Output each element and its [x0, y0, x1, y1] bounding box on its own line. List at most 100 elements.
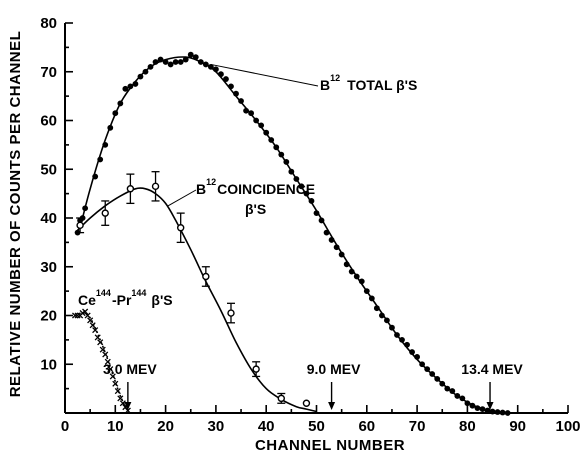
y-tick-label-50: 50: [40, 161, 57, 178]
ce-pr-point-stroke: [92, 327, 99, 334]
y-tick-label-60: 60: [40, 113, 57, 130]
y-tick-label-20: 20: [40, 308, 57, 325]
total-point: [263, 129, 270, 136]
ce-pr-point-stroke: [119, 400, 126, 407]
total-point: [137, 73, 144, 80]
total-point: [373, 305, 380, 312]
points-group: [72, 51, 511, 416]
total-point: [308, 198, 315, 204]
total-point: [162, 59, 169, 65]
axes-group: [64, 23, 568, 414]
total-point: [218, 71, 224, 78]
total-point: [454, 393, 461, 399]
total-point: [348, 268, 355, 275]
ce-pr-point-stroke: [87, 317, 94, 324]
total-point: [469, 402, 476, 409]
total-point: [399, 336, 405, 343]
coincidence-point: [227, 309, 235, 317]
ce-pr-point-stroke: [124, 407, 131, 414]
total-point: [157, 56, 164, 63]
total-point: [414, 354, 420, 360]
total-point: [449, 388, 456, 394]
total-point: [268, 137, 275, 143]
total-point: [318, 217, 325, 224]
ce-pr-point: [87, 317, 94, 324]
y-tick-label-10: 10: [40, 356, 57, 373]
ce-pr-point: [119, 400, 126, 407]
coincidence-point: [277, 394, 285, 403]
curves-group: [74, 56, 508, 414]
total-point: [172, 59, 179, 65]
total-point: [278, 151, 285, 158]
y-tick-label-30: 30: [40, 259, 57, 276]
ce-pr-point-stroke: [94, 334, 101, 341]
total-fit-curve: [79, 56, 508, 414]
total-point: [298, 183, 305, 190]
total-point: [303, 190, 310, 197]
total-label: B12 TOTAL β'S: [320, 73, 417, 93]
ce-pr-label: Ce144-Pr144 β'S: [78, 288, 173, 308]
coincidence-leader-line: [167, 189, 197, 207]
x-tick-label-0: 0: [61, 418, 69, 435]
ce-pr-point-stroke: [112, 380, 119, 387]
total-point: [504, 410, 511, 416]
total-point: [127, 83, 134, 90]
total-point: [439, 380, 446, 387]
ce-pr-point-stroke: [84, 312, 91, 319]
endpoint-label: 9.0 MEV: [307, 361, 361, 377]
x-tick-label-100: 100: [555, 418, 580, 435]
total-point: [233, 90, 239, 97]
total-point: [429, 371, 436, 377]
total-point: [479, 406, 486, 412]
ce-pr-point: [104, 358, 111, 365]
total-point: [117, 100, 124, 107]
total-point: [207, 63, 214, 70]
ce-pr-point: [94, 334, 101, 341]
total-point: [459, 395, 466, 402]
x-tick-label-80: 80: [459, 418, 476, 435]
total-point: [187, 51, 194, 58]
coincidence-point: [302, 399, 311, 407]
total-point: [434, 375, 441, 382]
endpoint-label: 13.4 MEV: [461, 361, 523, 377]
total-point: [132, 81, 139, 87]
coincidence-point: [151, 182, 160, 191]
total-point: [122, 85, 129, 92]
total-point: [343, 261, 350, 268]
ce-pr-point: [72, 312, 79, 319]
x-tick-label-20: 20: [157, 418, 174, 435]
ce-pr-point: [124, 407, 131, 414]
coincidence-point: [252, 365, 260, 373]
ce-pr-point: [114, 388, 121, 395]
total-point: [489, 408, 496, 415]
total-point: [484, 407, 491, 414]
y-tick-label-80: 80: [40, 15, 57, 32]
ce-pr-point-stroke: [74, 312, 81, 319]
ce-pr-point-stroke: [102, 351, 109, 358]
total-leader-line: [210, 63, 319, 87]
annotations-group: B12 TOTAL β'S B12COINCIDENCE β'S Ce144-Pr…: [7, 31, 523, 454]
total-point: [288, 168, 295, 175]
x-tick-label-30: 30: [208, 418, 225, 435]
endpoint-arrowhead: [328, 402, 336, 410]
total-point: [368, 295, 375, 302]
total-point: [228, 83, 234, 90]
ce-pr-point-stroke: [72, 312, 79, 319]
total-point: [353, 273, 360, 280]
ce-pr-point: [82, 308, 89, 315]
ce-pr-point-stroke: [117, 395, 124, 402]
total-point: [283, 159, 290, 165]
ce-pr-point-stroke: [89, 322, 96, 329]
total-point: [313, 210, 320, 217]
total-point: [253, 117, 260, 124]
ce-pr-point-stroke: [99, 346, 106, 353]
total-point: [363, 288, 370, 295]
total-point: [328, 237, 335, 243]
x-tick-label-70: 70: [409, 418, 426, 435]
x-tick-label-90: 90: [509, 418, 526, 435]
total-point: [82, 205, 89, 212]
total-point: [419, 361, 426, 368]
total-point: [404, 341, 410, 348]
endpoint-arrowhead: [124, 402, 132, 410]
